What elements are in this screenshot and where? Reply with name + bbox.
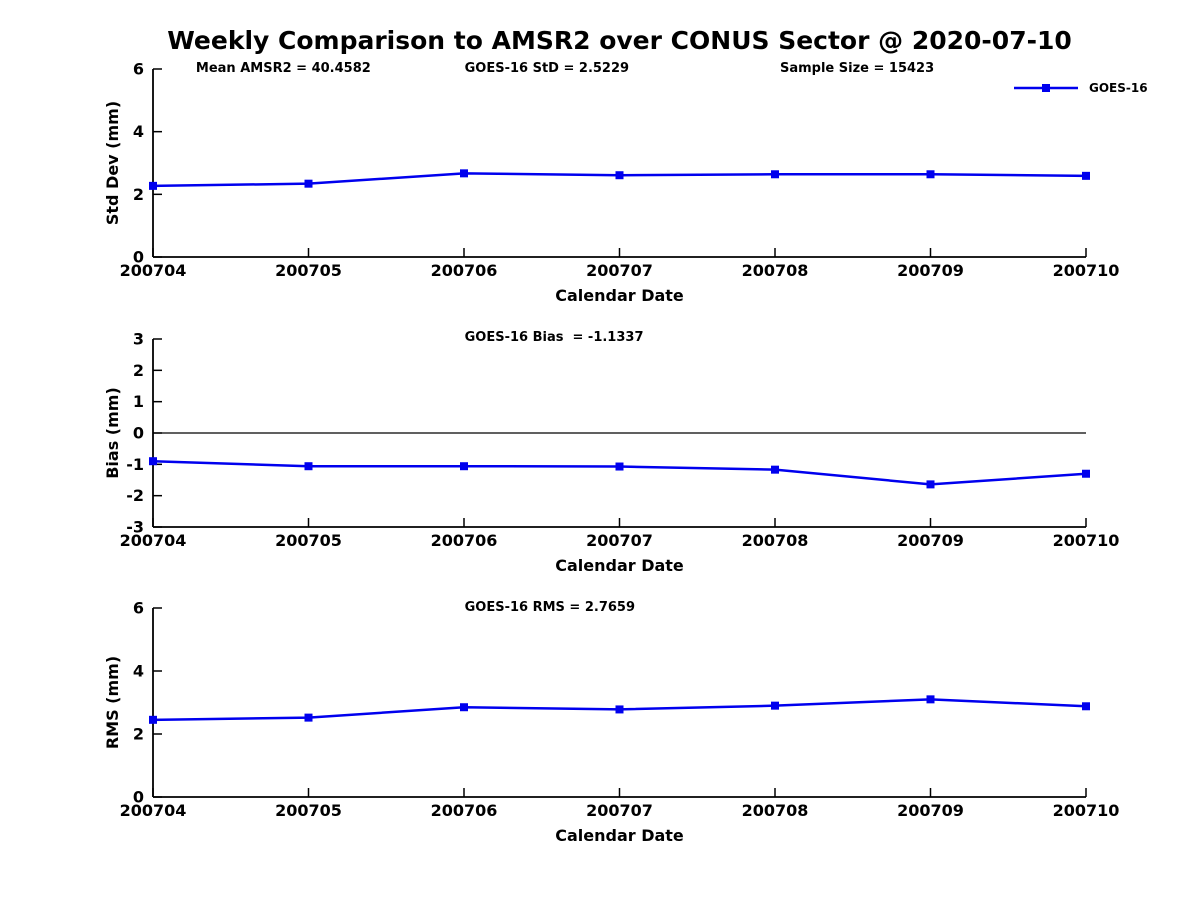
data-marker xyxy=(460,703,468,712)
data-marker xyxy=(1082,702,1090,711)
chart-bias: -3 -2 -1 0 1 2 3 200704 200705 200706 200707 200708… xyxy=(103,330,1119,576)
x-tick-label: 200710 xyxy=(1053,531,1120,550)
x-tick-label: 200706 xyxy=(431,531,498,550)
data-marker xyxy=(149,715,157,724)
y-tick-label: 6 xyxy=(133,60,144,79)
y-tick-label: 0 xyxy=(133,424,144,443)
data-marker xyxy=(304,462,313,471)
x-tick-label: 200709 xyxy=(897,261,964,280)
x-tick-label: 200707 xyxy=(586,801,653,820)
chart-std-dev: 0 2 4 6 200704 200705 200706 200707 200708 200709… xyxy=(103,60,1119,306)
y-tick-label: -1 xyxy=(126,455,144,474)
x-tick-label: 200710 xyxy=(1053,801,1120,820)
legend-line-icon xyxy=(1014,84,1078,92)
data-marker xyxy=(304,179,313,188)
x-tick-label: 200705 xyxy=(275,531,342,550)
x-tick-label: 200708 xyxy=(742,261,809,280)
data-marker xyxy=(771,465,779,474)
x-axis-title: Calendar Date xyxy=(555,556,684,575)
x-tick-label: 200705 xyxy=(275,261,342,280)
data-marker xyxy=(304,713,313,722)
x-tick-label: 200708 xyxy=(742,801,809,820)
data-marker xyxy=(460,169,468,178)
x-tick-label: 200707 xyxy=(586,531,653,550)
data-marker xyxy=(1082,469,1090,478)
y-axis-title: RMS (mm) xyxy=(103,656,122,749)
y-axis-title: Bias (mm) xyxy=(103,387,122,479)
y-axis-title: Std Dev (mm) xyxy=(103,101,122,225)
y-tick-label: 0 xyxy=(133,248,144,267)
data-marker xyxy=(149,457,157,466)
y-tick-label: 3 xyxy=(133,330,144,349)
x-tick-label: 200710 xyxy=(1053,261,1120,280)
x-tick-label: 200707 xyxy=(586,261,653,280)
data-marker xyxy=(926,480,935,489)
y-tick-label: 2 xyxy=(133,185,144,204)
data-marker xyxy=(771,170,779,179)
data-marker xyxy=(926,170,935,179)
x-tick-label: 200704 xyxy=(120,531,187,550)
x-tick-label: 200705 xyxy=(275,801,342,820)
legend-label: GOES-16 xyxy=(1089,81,1148,95)
data-marker xyxy=(615,462,624,471)
stat-annotation: GOES-16 RMS = 2.7659 xyxy=(465,600,635,615)
x-tick-label: 200704 xyxy=(120,261,187,280)
data-marker xyxy=(926,695,935,704)
data-marker xyxy=(615,171,624,180)
stat-annotation: GOES-16 StD = 2.5229 xyxy=(465,61,629,76)
y-tick-label: -2 xyxy=(126,486,144,505)
y-tick-label: 0 xyxy=(133,788,144,807)
y-tick-label: 4 xyxy=(133,122,144,141)
x-tick-label: 200709 xyxy=(897,801,964,820)
data-marker xyxy=(771,701,779,710)
data-marker xyxy=(460,462,468,471)
chart-rms: 0 2 4 6 200704 200705 200706 200707 200708 200709… xyxy=(103,599,1119,846)
x-tick-label: 200704 xyxy=(120,801,187,820)
y-tick-label: 2 xyxy=(133,725,144,744)
y-tick-label: 4 xyxy=(133,662,144,681)
stat-annotation: Mean AMSR2 = 40.4582 xyxy=(196,61,371,76)
legend: GOES-16 xyxy=(1012,81,1148,95)
data-marker xyxy=(1082,171,1090,180)
data-marker xyxy=(615,705,624,714)
y-tick-label: -3 xyxy=(126,518,144,537)
stat-annotation: GOES-16 Bias = -1.1337 xyxy=(465,330,644,345)
y-tick-label: 1 xyxy=(133,392,144,411)
figure-title: Weekly Comparison to AMSR2 over CONUS Se… xyxy=(167,26,1072,55)
x-axis-title: Calendar Date xyxy=(555,826,684,845)
x-tick-label: 200706 xyxy=(431,261,498,280)
x-axis-title: Calendar Date xyxy=(555,286,684,305)
x-tick-label: 200708 xyxy=(742,531,809,550)
stat-annotation: Sample Size = 15423 xyxy=(780,61,934,76)
y-tick-label: 6 xyxy=(133,599,144,618)
y-tick-label: 2 xyxy=(133,361,144,380)
x-tick-label: 200709 xyxy=(897,531,964,550)
data-marker xyxy=(149,181,157,190)
x-tick-label: 200706 xyxy=(431,801,498,820)
